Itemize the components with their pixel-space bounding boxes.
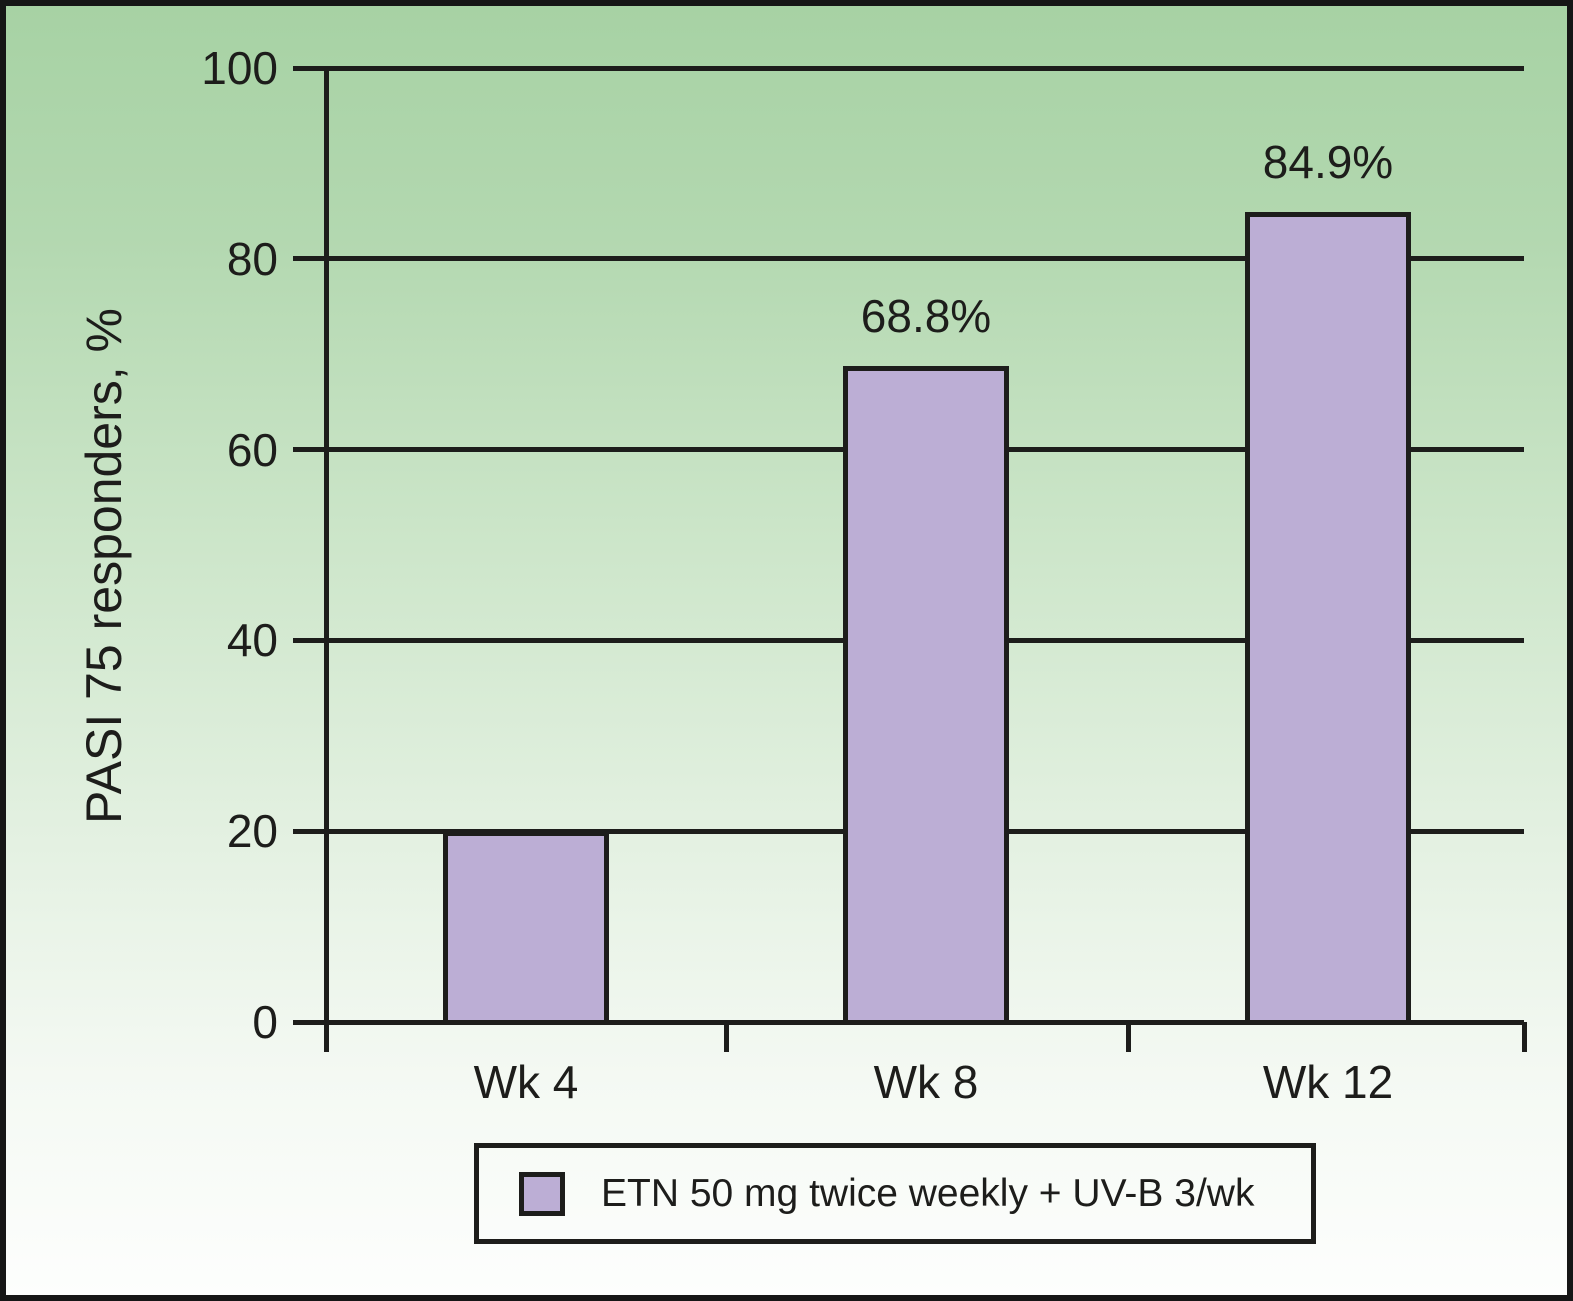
- legend-label: ETN 50 mg twice weekly + UV-B 3/wk: [601, 1171, 1255, 1215]
- x-category-label-wk-8: Wk 8: [873, 1056, 979, 1108]
- legend-swatch: [519, 1171, 565, 1216]
- y-axis-title: PASI 75 responders, %: [76, 307, 132, 825]
- x-axis-tick-2: [1522, 1022, 1527, 1052]
- x-axis-tick-1: [1126, 1022, 1131, 1052]
- gridline-100: [293, 66, 1524, 71]
- bar-wk-8: [843, 366, 1009, 1025]
- y-tick-label-0: 0: [252, 996, 278, 1048]
- gridline-80: [293, 256, 1524, 261]
- bar-wk-4: [443, 831, 609, 1025]
- bar-wk-12: [1245, 212, 1411, 1025]
- x-category-label-wk-4: Wk 4: [473, 1056, 579, 1108]
- x-category-label-wk-12: Wk 12: [1262, 1056, 1394, 1108]
- y-tick-label-20: 20: [226, 805, 278, 857]
- y-tick-label-60: 60: [226, 424, 278, 476]
- y-axis-line: [324, 68, 329, 1052]
- bar-value-label-wk-8: 68.8%: [860, 290, 992, 342]
- legend: ETN 50 mg twice weekly + UV-B 3/wk: [474, 1143, 1316, 1244]
- y-tick-label-40: 40: [226, 614, 278, 666]
- x-axis-tick-0: [724, 1022, 729, 1052]
- y-tick-label-80: 80: [226, 233, 278, 285]
- bar-value-label-wk-12: 84.9%: [1262, 136, 1394, 188]
- y-tick-label-100: 100: [201, 42, 278, 94]
